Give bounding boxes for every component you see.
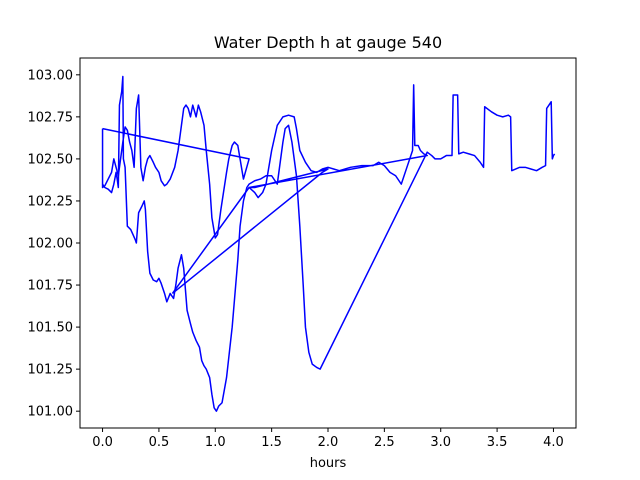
y-tick-label: 102.50 [28, 152, 74, 167]
y-tick-label: 101.50 [28, 321, 74, 336]
x-tick-label: 2.5 [374, 435, 395, 450]
plot-frame [79, 57, 577, 429]
series-line-3 [171, 84, 428, 295]
y-axis: 101.00 101.25 101.50 101.75 102.00 102.25 102.… [28, 68, 80, 420]
x-tick-label: 1.5 [261, 435, 282, 450]
x-tick-label: 3.0 [430, 435, 451, 450]
x-tick-label: 1.0 [205, 435, 226, 450]
x-tick-label: 4.0 [543, 435, 564, 450]
x-axis: 0.0 0.5 1.0 1.5 2.0 2.5 3.0 3.5 4.0 [92, 428, 564, 450]
y-tick-label: 102.00 [28, 237, 74, 252]
x-axis-label: hours [310, 456, 347, 471]
y-tick-label: 101.75 [28, 279, 74, 294]
y-tick-label: 102.25 [28, 194, 74, 209]
x-tick-label: 3.5 [487, 435, 508, 450]
x-tick-label: 0.5 [149, 435, 170, 450]
y-tick-label: 101.00 [28, 405, 74, 420]
chart-title: Water Depth h at gauge 540 [214, 33, 442, 52]
plot-lines [101, 75, 556, 412]
series-line-1 [101, 75, 556, 412]
x-tick-label: 2.0 [318, 435, 339, 450]
x-tick-label: 0.0 [92, 435, 113, 450]
y-tick-label: 102.75 [28, 110, 74, 125]
y-tick-label: 101.25 [28, 363, 74, 378]
y-tick-label: 103.00 [28, 68, 74, 83]
series-line-2 [101, 94, 250, 239]
